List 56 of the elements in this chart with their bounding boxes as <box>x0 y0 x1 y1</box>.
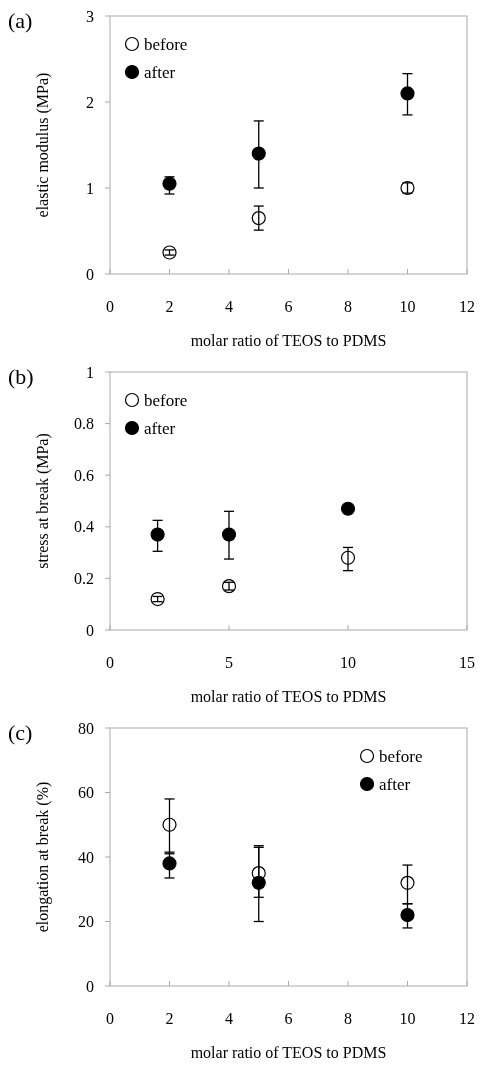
chart-title: (a) <box>8 8 33 33</box>
y-axis-title: elongation at break (%) <box>34 781 52 933</box>
x-tick-label: 0 <box>106 1010 114 1027</box>
x-tick-label: 12 <box>459 1010 475 1027</box>
y-tick-label: 80 <box>78 719 94 737</box>
x-tick-label: 5 <box>225 654 233 671</box>
x-tick-label: 4 <box>225 1010 233 1027</box>
y-axis-title: elastic modulus (MPa) <box>34 72 52 218</box>
x-tick-label: 6 <box>284 1010 293 1027</box>
y-tick-label: 0.2 <box>74 570 94 587</box>
y-tick-label: 0 <box>86 265 94 283</box>
y-tick-label: 1 <box>86 363 94 381</box>
point <box>251 875 266 890</box>
point <box>400 907 415 923</box>
y-tick-label: 3 <box>86 7 94 25</box>
legend-label: after <box>144 418 176 438</box>
chart-title: (c) <box>8 720 33 745</box>
x-axis-title: molar ratio of TEOS to PDMS <box>190 688 387 705</box>
point <box>251 146 266 161</box>
x-tick-label: 8 <box>344 298 352 315</box>
x-tick-label: 6 <box>284 298 293 315</box>
y-tick-label: 1 <box>86 179 94 197</box>
legend-label: before <box>144 390 188 410</box>
x-tick-label: 4 <box>225 298 233 315</box>
legend-label: before <box>144 34 188 54</box>
y-tick-label: 0.4 <box>74 518 94 536</box>
point <box>162 176 177 191</box>
point <box>340 501 356 516</box>
x-axis-title: molar ratio of TEOS to PDMS <box>190 332 387 349</box>
y-tick-label: 0.6 <box>74 466 94 484</box>
x-tick-label: 15 <box>459 654 475 671</box>
legend-label: before <box>379 746 423 766</box>
point <box>162 817 177 832</box>
y-tick-label: 0 <box>86 621 94 639</box>
x-tick-label: 0 <box>106 298 114 315</box>
y-tick-label: 40 <box>78 848 94 866</box>
y-tick-label: 2 <box>86 93 94 111</box>
x-tick-label: 10 <box>399 1010 416 1027</box>
point <box>400 875 415 890</box>
legend-label: after <box>379 774 411 794</box>
y-tick-label: 0 <box>86 977 94 995</box>
x-tick-label: 0 <box>106 654 114 671</box>
legend-label: after <box>144 62 176 82</box>
x-tick-label: 12 <box>459 298 475 315</box>
x-axis-title: molar ratio of TEOS to PDMS <box>190 1044 387 1061</box>
x-tick-label: 8 <box>344 1010 352 1027</box>
y-tick-label: 0.8 <box>74 415 94 433</box>
x-tick-label: 2 <box>165 1010 174 1027</box>
x-tick-label: 10 <box>399 298 416 315</box>
y-tick-label: 60 <box>78 784 94 802</box>
y-axis-title: stress at break (MPa) <box>34 433 52 569</box>
point <box>251 211 266 226</box>
x-tick-label: 2 <box>165 298 174 315</box>
chart-title: (b) <box>8 364 34 389</box>
y-tick-label: 20 <box>78 913 94 931</box>
x-tick-label: 10 <box>340 654 356 671</box>
